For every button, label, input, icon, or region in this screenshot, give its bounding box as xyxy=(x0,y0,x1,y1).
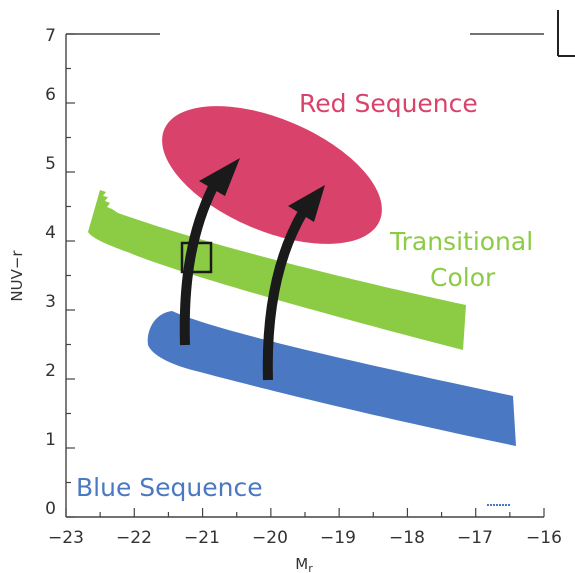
red-sequence-label: Red Sequence xyxy=(299,89,478,118)
y-tick-label: 0 xyxy=(45,499,56,519)
y-tick-label: 7 xyxy=(45,26,56,46)
inset-corner xyxy=(557,10,575,57)
y-axis-title: NUV−r xyxy=(8,250,26,302)
y-tick-label: 2 xyxy=(45,361,56,381)
x-tick-label: −20 xyxy=(252,528,288,548)
transitional-label-line1: Transitional xyxy=(389,227,533,256)
highlight-square-marker xyxy=(180,241,213,274)
x-tick-label: −19 xyxy=(320,528,356,548)
x-tick-label: −22 xyxy=(116,528,152,548)
y-tick-label: 3 xyxy=(45,292,56,312)
x-tick-label: −17 xyxy=(457,528,493,548)
x-tick-label: −21 xyxy=(184,528,220,548)
evolution-arrow-left xyxy=(179,158,240,346)
y-tick-label: 5 xyxy=(45,154,56,174)
y-tick-label: 1 xyxy=(45,430,56,450)
x-tick-label: −18 xyxy=(389,528,425,548)
y-tick-marks xyxy=(66,33,75,518)
evolution-arrow-right xyxy=(262,185,325,381)
transitional-label-line2: Color xyxy=(430,263,496,292)
x-tick-marks xyxy=(65,508,545,517)
red-sequence-region xyxy=(162,106,382,244)
y-tick-label: 4 xyxy=(45,223,56,243)
y-tick-label: 6 xyxy=(45,85,56,105)
blue-sequence-region xyxy=(147,311,516,446)
x-tick-label: −16 xyxy=(526,528,562,548)
x-axis-title: Mr xyxy=(295,555,313,573)
x-tick-label: −23 xyxy=(48,528,84,548)
blue-sequence-label: Blue Sequence xyxy=(76,473,263,502)
